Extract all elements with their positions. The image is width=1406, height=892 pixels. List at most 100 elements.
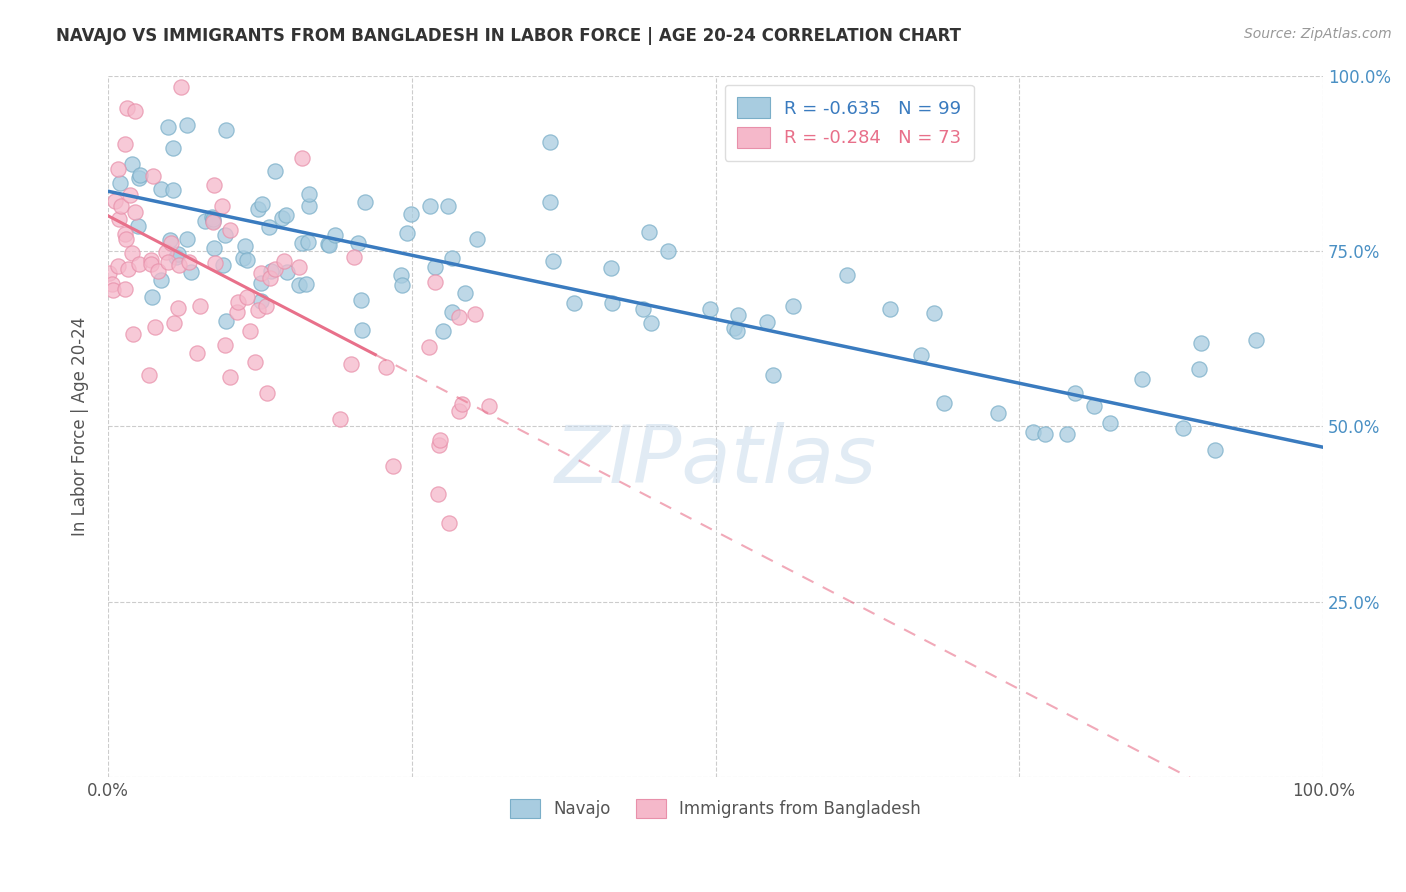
Point (101, 277, 124, 292)
Text: Source: ZipAtlas.com: Source: ZipAtlas.com (1244, 27, 1392, 41)
Legend: Navajo, Immigrants from Bangladesh: Navajo, Immigrants from Bangladesh (503, 792, 928, 824)
Point (418, 340, 440, 354)
Point (298, 199, 321, 213)
Point (631, 301, 654, 316)
Point (107, 162, 129, 177)
Point (541, 253, 564, 268)
Point (150, 273, 173, 287)
Point (699, 301, 721, 316)
Point (256, 386, 278, 401)
Point (232, 251, 254, 265)
Point (215, 122, 238, 136)
Point (454, 286, 477, 301)
Point (465, 231, 488, 245)
Point (259, 270, 281, 285)
Point (835, 268, 858, 282)
Point (538, 195, 561, 210)
Point (212, 258, 235, 272)
Point (354, 194, 377, 209)
Point (235, 239, 257, 253)
Point (1033, 427, 1056, 442)
Point (202, 178, 225, 193)
Point (114, 136, 136, 151)
Point (910, 348, 932, 362)
Point (429, 434, 451, 448)
Point (257, 220, 280, 235)
Point (243, 355, 266, 369)
Point (114, 227, 136, 241)
Point (118, 187, 141, 202)
Point (1173, 421, 1195, 435)
Point (437, 199, 460, 213)
Point (211, 199, 233, 213)
Point (288, 278, 311, 293)
Point (157, 255, 180, 269)
Point (194, 214, 217, 228)
Point (157, 120, 180, 134)
Point (121, 157, 143, 171)
Point (449, 310, 471, 324)
Point (107, 259, 129, 273)
Point (640, 316, 662, 330)
Point (464, 307, 486, 321)
Point (447, 404, 470, 418)
Point (562, 295, 585, 310)
Point (1083, 399, 1105, 413)
Point (159, 233, 181, 247)
Point (298, 186, 321, 201)
Point (600, 295, 623, 310)
Point (657, 244, 679, 258)
Point (104, 194, 127, 208)
Point (139, 257, 162, 271)
Point (291, 151, 314, 165)
Point (226, 305, 249, 319)
Point (1189, 336, 1212, 351)
Point (167, 301, 190, 316)
Point (350, 293, 373, 307)
Point (250, 266, 273, 280)
Point (250, 293, 273, 308)
Point (1204, 443, 1226, 458)
Point (219, 223, 242, 237)
Point (294, 277, 316, 291)
Point (127, 219, 149, 233)
Point (250, 277, 273, 291)
Point (202, 214, 225, 228)
Point (1130, 371, 1153, 385)
Point (329, 412, 352, 426)
Point (347, 235, 370, 250)
Point (427, 437, 450, 451)
Point (139, 253, 162, 268)
Point (441, 252, 464, 266)
Point (381, 458, 404, 473)
Point (202, 211, 225, 226)
Point (782, 299, 804, 313)
Point (142, 169, 165, 184)
Point (762, 368, 785, 383)
Point (149, 182, 172, 196)
Point (538, 135, 561, 149)
Point (176, 232, 198, 246)
Point (176, 118, 198, 132)
Point (924, 306, 946, 320)
Point (162, 183, 184, 197)
Point (451, 396, 474, 410)
Point (1099, 416, 1122, 430)
Point (115, 101, 138, 115)
Point (201, 215, 224, 229)
Point (291, 235, 314, 250)
Point (247, 202, 270, 216)
Point (166, 247, 188, 261)
Point (725, 324, 748, 338)
Point (128, 168, 150, 182)
Point (274, 208, 297, 222)
Point (108, 176, 131, 190)
Point (204, 255, 226, 269)
Point (114, 282, 136, 296)
Point (214, 338, 236, 352)
Point (375, 360, 398, 375)
Point (1022, 425, 1045, 439)
Point (425, 260, 447, 274)
Point (247, 302, 270, 317)
Point (260, 263, 283, 277)
